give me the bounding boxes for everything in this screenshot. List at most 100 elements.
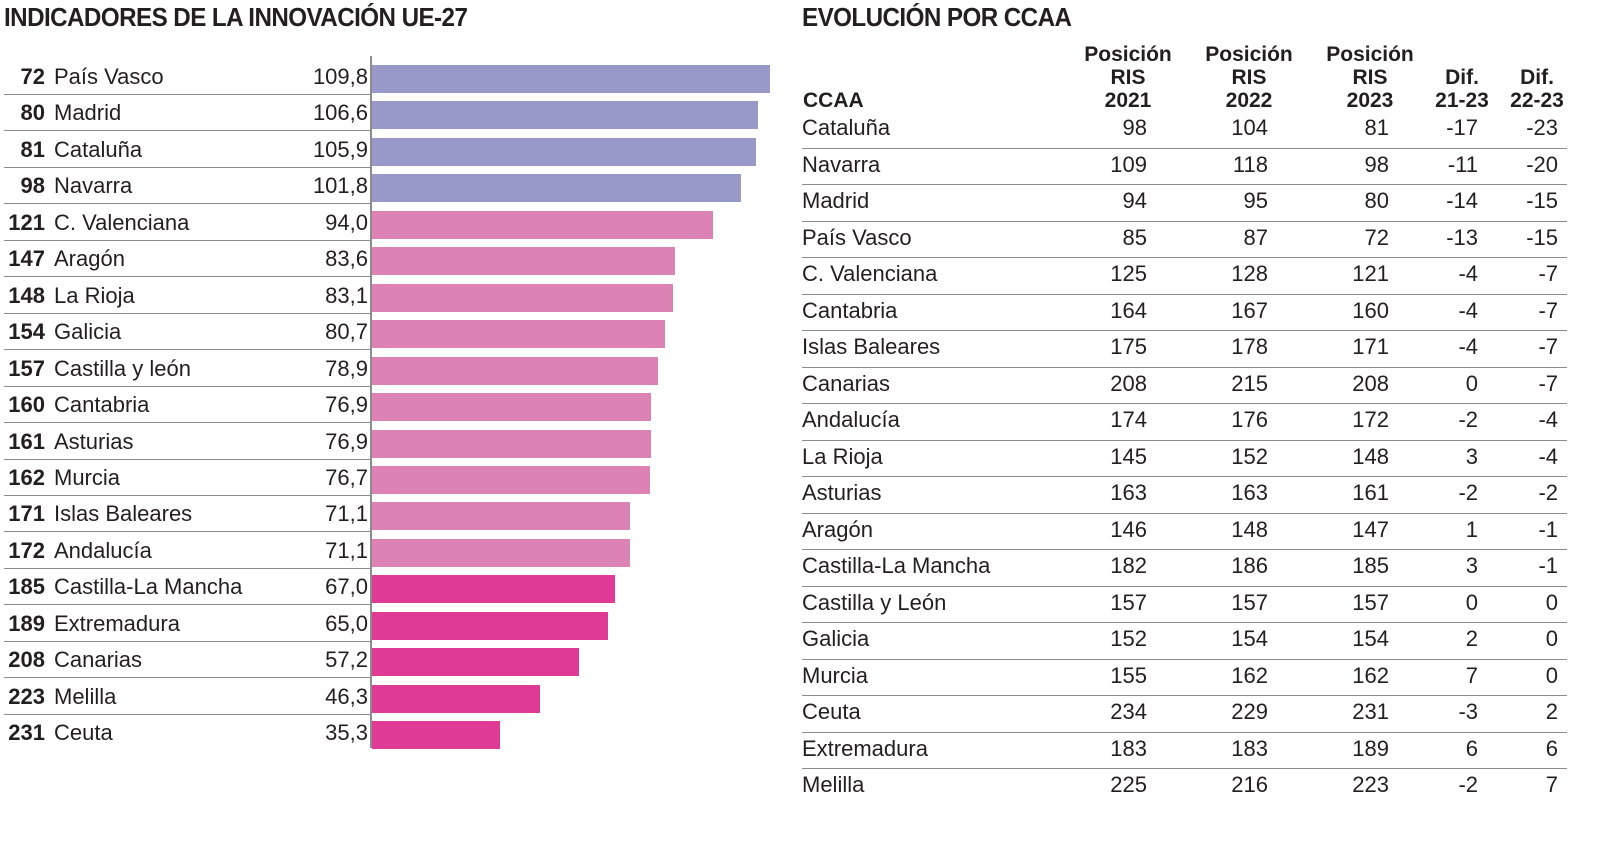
row-divider	[4, 604, 371, 606]
row-divider	[802, 184, 1567, 185]
region-name: Canarias	[802, 370, 891, 396]
bar	[372, 502, 630, 531]
row-divider	[4, 640, 371, 642]
table-cell: 81	[1364, 115, 1389, 140]
table-row: Castilla-La Mancha 182 186 185 3 -1	[802, 550, 1567, 587]
table-cell: -2	[1538, 480, 1558, 505]
rank-label: 81	[20, 136, 45, 162]
table-cell: 154	[1352, 626, 1389, 651]
table-cell: 95	[1243, 188, 1268, 213]
value-label: 78,9	[325, 355, 368, 381]
table-cell: 162	[1231, 662, 1268, 688]
table-cell: -15	[1526, 224, 1558, 250]
rank-label: 161	[8, 428, 45, 454]
row-divider	[4, 94, 371, 95]
bar	[372, 393, 651, 422]
table-cell: 0	[1465, 589, 1478, 615]
region-name: Asturias	[802, 480, 882, 505]
table-cell: 146	[1110, 516, 1147, 542]
row-divider	[4, 276, 371, 278]
category-label: Islas Baleares	[54, 501, 193, 527]
table-cell: 7	[1465, 662, 1478, 688]
table-row: La Rioja 145 152 148 3 -4	[802, 441, 1567, 477]
region-name: Navarra	[802, 151, 881, 177]
category-label: Andalucía	[54, 537, 152, 563]
bar	[372, 320, 665, 349]
table-cell: 6	[1465, 735, 1478, 761]
row-divider	[802, 731, 1567, 733]
chart-row: 80 Madrid 106,6	[4, 95, 371, 132]
table-cell: 183	[1231, 735, 1268, 761]
table-row: Murcia 155 162 162 7 0	[802, 660, 1567, 696]
region-name: La Rioja	[802, 443, 883, 469]
bar	[372, 429, 651, 458]
table-cell: 2	[1545, 699, 1558, 724]
table-cell: 7	[1545, 772, 1558, 797]
table-cell: 1	[1465, 516, 1478, 542]
table-cell: 3	[1465, 553, 1478, 578]
chart-row: 208 Canarias 57,2	[4, 642, 371, 679]
table-cell: 155	[1110, 662, 1147, 688]
rank-label: 171	[8, 501, 45, 527]
table-cell: -11	[1447, 151, 1478, 177]
table-cell: -2	[1458, 772, 1478, 797]
region-name: Ceuta	[802, 699, 861, 724]
table-row: Castilla y León 157 157 157 0 0	[802, 587, 1567, 623]
table-cell: 0	[1545, 589, 1558, 615]
table-cell: 171	[1352, 334, 1389, 359]
row-divider	[4, 239, 371, 241]
table-cell: -7	[1538, 370, 1558, 396]
chart-row: 161 Asturias 76,9	[4, 424, 371, 460]
chart-row: 72 País Vasco 109,8	[4, 59, 371, 95]
table-row: Canarias 208 215 208 0 -7	[802, 368, 1567, 404]
row-divider	[4, 130, 371, 132]
table-cell: 148	[1231, 516, 1268, 542]
rank-label: 157	[8, 355, 45, 381]
bar	[372, 101, 759, 130]
row-divider	[802, 293, 1567, 295]
table-cell: 174	[1110, 407, 1147, 432]
bar	[372, 538, 630, 567]
table-cell: 0	[1545, 626, 1558, 651]
table-cell: 128	[1231, 261, 1268, 286]
row-divider	[4, 312, 371, 314]
rank-label: 98	[20, 173, 45, 199]
table-cell: 216	[1231, 772, 1268, 797]
value-label: 76,9	[325, 392, 368, 418]
bar	[372, 247, 676, 276]
region-name: C. Valenciana	[802, 261, 938, 286]
table-cell: 109	[1110, 151, 1147, 177]
chart-row: 185 Castilla-La Mancha 67,0	[4, 569, 371, 606]
table-cell: 80	[1364, 188, 1389, 213]
row-divider	[802, 366, 1567, 368]
table-row: Cataluña 98 104 81 -17 -23	[802, 112, 1567, 149]
chart-row: 157 Castilla y león 78,9	[4, 351, 371, 387]
rank-label: 185	[8, 574, 45, 600]
table-cell: -2	[1458, 407, 1478, 432]
table-cell: -7	[1538, 334, 1558, 359]
value-label: 94,0	[325, 209, 368, 235]
table-row: Aragón 146 148 147 1 -1	[802, 514, 1567, 550]
table-cell: 118	[1232, 151, 1268, 177]
category-label: Castilla y león	[54, 355, 191, 381]
row-divider	[802, 147, 1567, 149]
row-divider	[4, 349, 371, 351]
table-cell: 0	[1545, 662, 1558, 688]
table-cell: 3	[1465, 443, 1478, 469]
region-name: Galicia	[802, 626, 870, 651]
table-cell: 172	[1352, 407, 1389, 432]
table-cell: 98	[1364, 151, 1389, 177]
value-label: 105,9	[312, 136, 368, 162]
region-name: Cantabria	[802, 297, 898, 323]
table-row: Asturias 163 163 161 -2 -2	[802, 477, 1567, 514]
column-header: Posición RIS 2022	[1205, 43, 1293, 112]
table-cell: 85	[1122, 224, 1147, 250]
table-cell: -4	[1458, 261, 1478, 286]
row-divider	[4, 713, 371, 715]
table-cell: 176	[1231, 407, 1268, 432]
value-label: 80,7	[325, 319, 368, 345]
value-label: 35,3	[325, 720, 368, 746]
value-label: 83,1	[325, 282, 368, 308]
table-cell: -1	[1538, 553, 1558, 578]
bar	[372, 137, 756, 166]
